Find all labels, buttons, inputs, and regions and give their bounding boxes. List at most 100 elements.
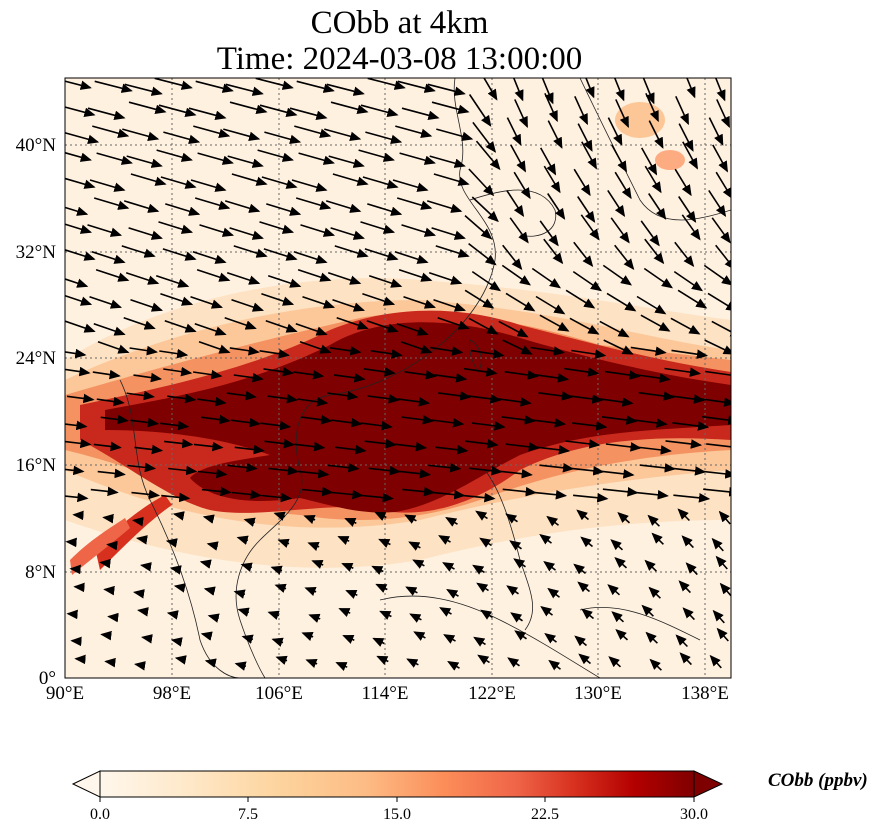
wind-arrow: [367, 393, 400, 404]
wind-arrow: [577, 581, 591, 593]
wind-arrow: [674, 241, 695, 268]
wind-arrow: [130, 417, 160, 428]
wind-arrow: [103, 585, 115, 596]
wind-arrow: [298, 152, 335, 165]
wind-arrow: [506, 189, 525, 217]
wind-arrow: [134, 444, 164, 455]
wind-arrow: [468, 94, 492, 127]
wind-arrow: [715, 171, 731, 200]
wind-arrow: [65, 206, 89, 216]
wind-arrow: [72, 510, 84, 521]
wind-arrow: [512, 78, 524, 102]
wind-arrow: [224, 316, 257, 330]
wind-arrow: [130, 173, 167, 186]
wind-arrow: [330, 227, 365, 240]
wind-arrow: [172, 511, 185, 521]
wind-arrow: [231, 173, 268, 186]
wind-arrow: [604, 370, 641, 380]
wind-arrow: [606, 292, 637, 312]
wind-arrow: [546, 515, 559, 527]
wind-arrow: [506, 117, 522, 146]
wind-arrow: [531, 418, 567, 428]
lon-tick-labels: 90°E 98°E 106°E 114°E 122°E 130°E 138°E: [46, 683, 729, 704]
wind-arrow: [497, 397, 532, 407]
wind-arrow: [140, 562, 152, 572]
wind-arrow: [634, 373, 671, 383]
wind-arrow: [428, 272, 463, 285]
wind-arrow: [436, 128, 474, 141]
wind-arrow: [678, 580, 691, 594]
wind-arrow: [159, 348, 189, 359]
wind-arrow: [675, 634, 688, 648]
wind-arrow: [617, 512, 631, 524]
wind-arrow: [241, 634, 254, 644]
wind-arrow: [585, 78, 595, 99]
lon-tick: 138°E: [681, 683, 729, 704]
wind-arrow: [412, 559, 425, 569]
wind-arrow: [467, 394, 502, 404]
wind-arrow: [681, 214, 701, 241]
wind-arrow: [197, 468, 228, 479]
wind-arrow: [505, 292, 536, 312]
wind-arrow: [685, 562, 698, 576]
wind-arrow: [65, 106, 96, 117]
wind-arrow: [334, 444, 367, 455]
wind-arrow: [65, 294, 93, 306]
wind-arrow: [471, 421, 506, 431]
wind-arrow: [644, 165, 662, 194]
wind-arrow: [703, 264, 731, 286]
wind-arrow: [137, 607, 149, 617]
wind-arrow: [372, 637, 385, 647]
wind-arrow: [229, 227, 264, 240]
wind-arrow: [337, 536, 350, 545]
wind-arrow: [379, 610, 392, 620]
wind-arrow: [396, 322, 429, 336]
wind-arrow: [304, 586, 317, 596]
wind-arrow: [426, 200, 463, 213]
wind-arrow: [74, 654, 86, 665]
wind-arrow: [100, 630, 112, 641]
wind-arrow: [648, 193, 667, 220]
colorbar-tick: 0.0: [90, 806, 110, 823]
wind-arrow: [123, 316, 156, 330]
wind-arrow: [501, 415, 536, 425]
wind-arrow: [468, 242, 497, 266]
wind-arrow: [263, 366, 295, 377]
wind-arrow: [162, 248, 197, 261]
wind-arrow: [605, 442, 642, 452]
wind-arrow: [574, 635, 588, 647]
wind-arrow: [708, 117, 724, 146]
lon-tick: 98°E: [153, 683, 191, 704]
wind-arrow: [433, 299, 467, 312]
wind-arrow: [87, 107, 126, 120]
wind-arrow: [644, 559, 657, 572]
wind-arrow: [715, 244, 731, 271]
wind-arrow: [367, 78, 406, 90]
lon-tick: 122°E: [468, 683, 516, 704]
wind-arrow: [702, 415, 731, 425]
wind-arrow: [123, 200, 160, 213]
wind-arrow: [468, 168, 495, 197]
wind-arrow: [174, 655, 187, 665]
wind-arrow: [168, 465, 198, 476]
wind-arrow: [669, 466, 707, 476]
wind-arrow: [716, 99, 730, 129]
wind-arrow: [193, 441, 224, 452]
wind-arrow: [127, 462, 157, 473]
wind-arrow: [648, 120, 664, 149]
wind-arrow: [475, 510, 488, 521]
wind-arrow: [464, 214, 493, 240]
wind-arrow: [126, 155, 163, 168]
wind-arrow: [513, 558, 526, 569]
wind-arrow: [92, 369, 121, 380]
wind-arrow: [226, 272, 261, 285]
wind-arrow: [671, 349, 709, 359]
wind-arrow: [565, 289, 596, 309]
wind-arrow: [603, 339, 634, 355]
wind-arrow: [438, 535, 451, 545]
wind-arrow: [712, 144, 728, 173]
wind-arrow: [124, 83, 163, 96]
wind-arrow: [614, 557, 628, 569]
wind-arrow: [573, 492, 609, 503]
wind-arrow: [714, 78, 726, 102]
